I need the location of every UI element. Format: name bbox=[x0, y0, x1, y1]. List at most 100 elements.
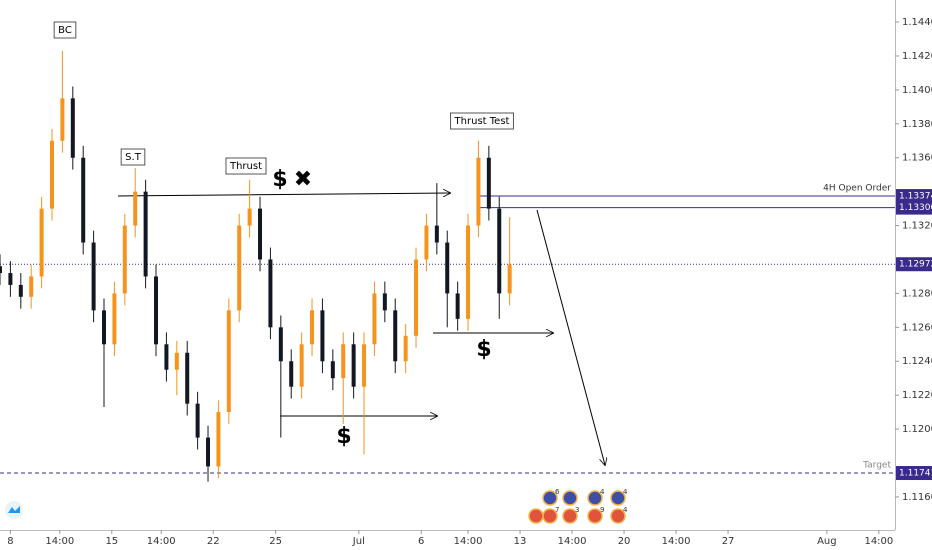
candle-body bbox=[445, 242, 450, 294]
candle-body bbox=[91, 242, 96, 311]
candle-body bbox=[299, 344, 304, 387]
event-count: 9 bbox=[600, 506, 604, 514]
price-label: 1.11741 bbox=[899, 469, 932, 479]
candle-body bbox=[372, 293, 377, 345]
price-label-box bbox=[896, 466, 932, 481]
event-icon bbox=[587, 490, 603, 506]
candle-body bbox=[226, 310, 231, 413]
candle-body bbox=[362, 344, 367, 387]
candle-body bbox=[320, 310, 325, 362]
event-count: 7 bbox=[555, 506, 559, 514]
symbol: $ bbox=[476, 337, 491, 362]
event-icon bbox=[562, 508, 578, 524]
candle-body bbox=[39, 208, 44, 277]
arrow bbox=[536, 209, 605, 465]
candle-body bbox=[466, 225, 471, 319]
x-tick-label: 14:00 bbox=[147, 536, 176, 547]
candle-body bbox=[70, 98, 75, 158]
annotation: Thrust Test bbox=[454, 116, 510, 127]
candle-body bbox=[351, 344, 356, 387]
event-icon bbox=[562, 490, 578, 506]
candle-body bbox=[486, 157, 491, 209]
candle-body bbox=[330, 361, 335, 379]
x-tick-label: 8 bbox=[7, 536, 13, 547]
x-tick-label: 14:00 bbox=[864, 536, 893, 547]
event-count: 4 bbox=[623, 488, 628, 496]
price-label: 1.13306 bbox=[899, 203, 932, 213]
event-count: 6 bbox=[555, 488, 560, 496]
y-tick-label: 1.12400 bbox=[902, 356, 932, 367]
y-tick-label: 1.12000 bbox=[902, 424, 932, 435]
candle-body bbox=[424, 225, 429, 260]
candle-body bbox=[497, 208, 502, 294]
x-tick-label: Jul bbox=[352, 536, 365, 547]
annotation-box bbox=[120, 148, 146, 166]
candle-body bbox=[164, 344, 169, 370]
candle-body bbox=[268, 259, 273, 328]
candle-body bbox=[133, 191, 138, 226]
symbol: $ bbox=[336, 424, 351, 449]
candle-body bbox=[154, 276, 159, 345]
candle-body bbox=[143, 191, 148, 277]
x-tick-label: 14:00 bbox=[662, 536, 691, 547]
annotation-box bbox=[450, 112, 514, 130]
candle-body bbox=[206, 437, 211, 467]
candle-body bbox=[310, 310, 315, 345]
event-count: 4 bbox=[623, 506, 628, 514]
candle-body bbox=[18, 284, 23, 297]
y-tick-label: 1.13200 bbox=[902, 221, 932, 232]
event-icon bbox=[610, 508, 626, 524]
price-label-box bbox=[896, 200, 932, 215]
annotation-box bbox=[225, 157, 267, 175]
candle-body bbox=[289, 361, 294, 387]
candle-body bbox=[476, 157, 481, 226]
event-count: 3 bbox=[575, 506, 579, 514]
candle-body bbox=[341, 344, 346, 379]
symbol: ✖ bbox=[294, 167, 312, 192]
candle-body bbox=[8, 273, 13, 285]
candle-body bbox=[258, 208, 263, 260]
candle-body bbox=[185, 352, 190, 404]
x-tick-label: 25 bbox=[269, 536, 282, 547]
y-tick-label: 1.14400 bbox=[902, 17, 932, 28]
candle-body bbox=[414, 259, 419, 336]
annotation: Thrust bbox=[229, 161, 262, 172]
candle-body bbox=[60, 98, 65, 141]
price-label: 1.12972 bbox=[899, 260, 932, 270]
candle-body bbox=[102, 310, 107, 345]
event-icon bbox=[542, 490, 558, 506]
price-label-box bbox=[896, 189, 932, 204]
x-tick-label: 15 bbox=[105, 536, 118, 547]
candle-body bbox=[29, 276, 34, 297]
event-icon bbox=[610, 490, 626, 506]
candle-body bbox=[237, 225, 242, 311]
candle-body bbox=[216, 412, 221, 467]
candle-body bbox=[81, 157, 86, 243]
candle-body bbox=[455, 293, 460, 319]
candle-body bbox=[393, 310, 398, 362]
x-tick-label: 14:00 bbox=[558, 536, 587, 547]
annotation: BC bbox=[58, 25, 72, 36]
candle-body bbox=[0, 266, 2, 274]
y-tick-label: 1.13800 bbox=[902, 119, 932, 130]
logo bbox=[5, 501, 23, 519]
x-tick-label: 22 bbox=[207, 536, 220, 547]
y-tick-label: 1.12800 bbox=[902, 288, 932, 299]
event-icon bbox=[528, 508, 544, 524]
candle-body bbox=[278, 327, 283, 362]
y-tick-label: 1.12200 bbox=[902, 390, 932, 401]
y-tick-label: 1.14000 bbox=[902, 85, 932, 96]
candle-body bbox=[507, 264, 512, 294]
x-tick-label: 13 bbox=[514, 536, 527, 547]
event-icon bbox=[587, 508, 603, 524]
price-label-box bbox=[896, 257, 932, 272]
x-tick-label: 20 bbox=[618, 536, 631, 547]
y-tick-label: 1.12600 bbox=[902, 322, 932, 333]
level-text: Target bbox=[862, 461, 891, 471]
candle-body bbox=[174, 352, 179, 370]
candle-body bbox=[247, 208, 252, 226]
symbol: $ bbox=[272, 167, 287, 192]
